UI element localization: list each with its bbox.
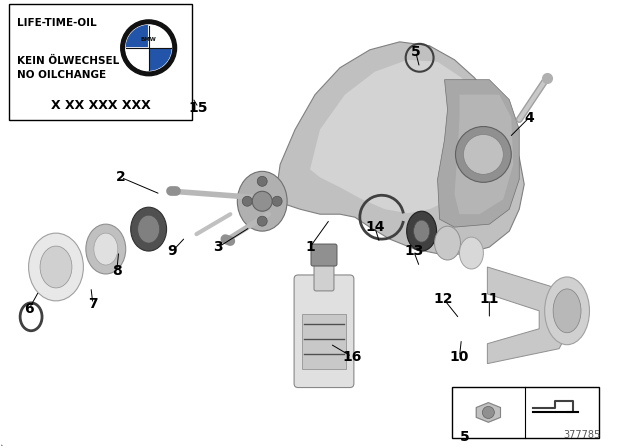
Ellipse shape (29, 233, 83, 301)
Ellipse shape (413, 220, 429, 242)
Text: 6: 6 (24, 302, 34, 316)
Bar (451, 387, 599, 438)
Ellipse shape (131, 207, 166, 251)
FancyBboxPatch shape (314, 257, 334, 291)
Text: 5: 5 (411, 45, 420, 59)
Bar (9, 4, 193, 120)
Circle shape (257, 177, 267, 186)
Text: 1: 1 (305, 240, 315, 254)
Text: BMW: BMW (141, 37, 157, 42)
Text: NO OILCHANGE: NO OILCHANGE (17, 70, 106, 80)
Text: 7: 7 (88, 297, 98, 311)
Polygon shape (476, 403, 500, 422)
Circle shape (257, 216, 267, 226)
Ellipse shape (94, 233, 118, 265)
Text: KEIN ÖLWECHSEL: KEIN ÖLWECHSEL (17, 56, 120, 66)
Ellipse shape (237, 171, 287, 231)
Polygon shape (126, 26, 148, 48)
Text: 9: 9 (168, 244, 177, 258)
Polygon shape (454, 95, 513, 214)
Text: 14: 14 (365, 220, 385, 234)
Text: 2: 2 (116, 170, 125, 184)
FancyBboxPatch shape (294, 275, 354, 388)
Ellipse shape (86, 224, 125, 274)
Polygon shape (488, 267, 567, 364)
Text: 5: 5 (460, 431, 469, 444)
Circle shape (272, 196, 282, 206)
Text: 3: 3 (214, 240, 223, 254)
Polygon shape (148, 26, 171, 48)
Ellipse shape (553, 289, 581, 333)
Polygon shape (126, 48, 148, 70)
Bar (302, 314, 346, 369)
Text: X XX XXX XXX: X XX XXX XXX (51, 99, 150, 112)
Circle shape (456, 126, 511, 182)
FancyBboxPatch shape (311, 244, 337, 266)
Text: 11: 11 (479, 292, 499, 306)
Polygon shape (438, 80, 519, 227)
Circle shape (252, 191, 272, 211)
Ellipse shape (545, 277, 589, 345)
Ellipse shape (460, 237, 483, 269)
Circle shape (121, 20, 177, 76)
Ellipse shape (138, 215, 159, 243)
Text: 16: 16 (342, 349, 362, 364)
Text: 12: 12 (434, 292, 453, 306)
Polygon shape (0, 445, 2, 447)
Text: 8: 8 (112, 264, 122, 278)
Circle shape (483, 406, 494, 418)
Polygon shape (148, 48, 171, 70)
Ellipse shape (406, 211, 436, 251)
Circle shape (126, 25, 172, 71)
Text: LIFE-TIME-OIL: LIFE-TIME-OIL (17, 18, 97, 28)
Circle shape (243, 196, 252, 206)
Text: 377785: 377785 (564, 431, 601, 440)
Circle shape (463, 134, 503, 174)
Ellipse shape (40, 246, 72, 288)
Polygon shape (310, 60, 488, 213)
Ellipse shape (435, 226, 460, 260)
Text: 15: 15 (189, 101, 208, 115)
Text: 4: 4 (524, 111, 534, 125)
Polygon shape (275, 42, 524, 254)
Text: 13: 13 (404, 244, 423, 258)
Text: 10: 10 (450, 349, 469, 364)
